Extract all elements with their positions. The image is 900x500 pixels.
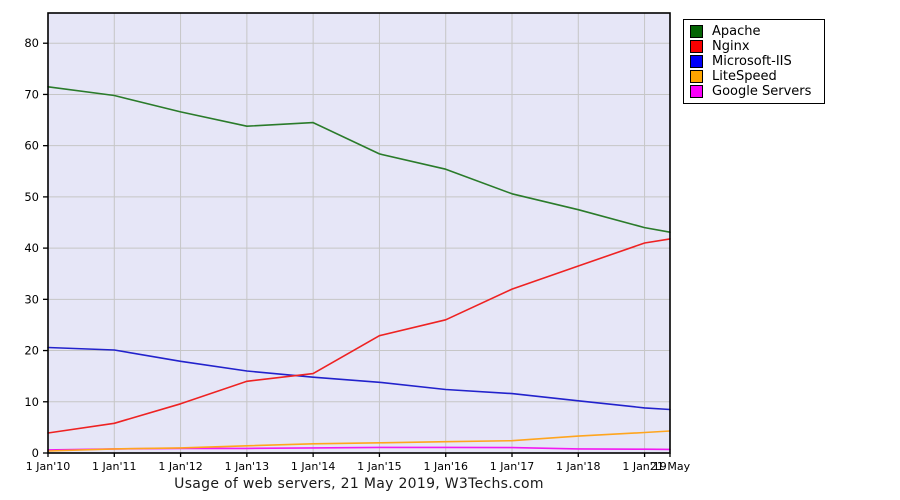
chart-title: Usage of web servers, 21 May 2019, W3Tec…: [174, 476, 544, 492]
series-line-apache: [47, 86, 671, 233]
x-tick-label: 1 Jan'15: [357, 460, 401, 473]
y-tick-label: 0: [32, 446, 39, 460]
x-tick-label: 1 Jan'12: [158, 460, 202, 473]
legend-item-litespeed: LiteSpeed: [690, 69, 818, 84]
legend-item-google-servers: Google Servers: [690, 84, 818, 99]
legend-label-google-servers: Google Servers: [712, 84, 812, 99]
legend-label-nginx: Nginx: [712, 39, 750, 54]
legend-swatch-litespeed: [690, 70, 703, 83]
legend-item-apache: Apache: [690, 24, 818, 39]
legend-swatch-apache: [690, 25, 703, 38]
x-tick-label: 21 May: [650, 460, 691, 473]
plot-area: [48, 13, 670, 453]
x-tick-label: 1 Jan'18: [556, 460, 600, 473]
x-tick-label: 1 Jan'16: [423, 460, 467, 473]
y-tick-label: 30: [24, 292, 39, 306]
x-tick-label: 1 Jan'14: [291, 460, 335, 473]
legend-swatch-microsoft-iis: [690, 55, 703, 68]
legend-item-nginx: Nginx: [690, 39, 818, 54]
legend-label-litespeed: LiteSpeed: [712, 69, 777, 84]
y-tick-label: 50: [24, 190, 39, 204]
plot-border: [47, 12, 671, 454]
y-tick-label: 60: [24, 139, 39, 153]
y-tick-label: 80: [24, 36, 39, 50]
legend: Apache Nginx Microsoft-IIS LiteSpeed Google …: [683, 19, 825, 104]
y-tick-label: 10: [24, 395, 39, 409]
x-tick-label: 1 Jan'11: [92, 460, 136, 473]
series-line-nginx: [47, 238, 671, 434]
series-line-microsoft-iis: [47, 346, 671, 411]
y-tick-label: 20: [24, 344, 39, 358]
y-tick-label: 70: [24, 87, 39, 101]
legend-swatch-nginx: [690, 40, 703, 53]
series-line-litespeed: [47, 430, 671, 452]
legend-swatch-google-servers: [690, 85, 703, 98]
legend-label-apache: Apache: [712, 24, 761, 39]
x-tick-label: 1 Jan'10: [26, 460, 70, 473]
legend-item-microsoft-iis: Microsoft-IIS: [690, 54, 818, 69]
legend-label-microsoft-iis: Microsoft-IIS: [712, 54, 792, 69]
x-tick-label: 1 Jan'19: [622, 460, 666, 473]
x-tick-label: 1 Jan'13: [225, 460, 269, 473]
x-tick-label: 1 Jan'17: [490, 460, 534, 473]
y-tick-label: 40: [24, 241, 39, 255]
